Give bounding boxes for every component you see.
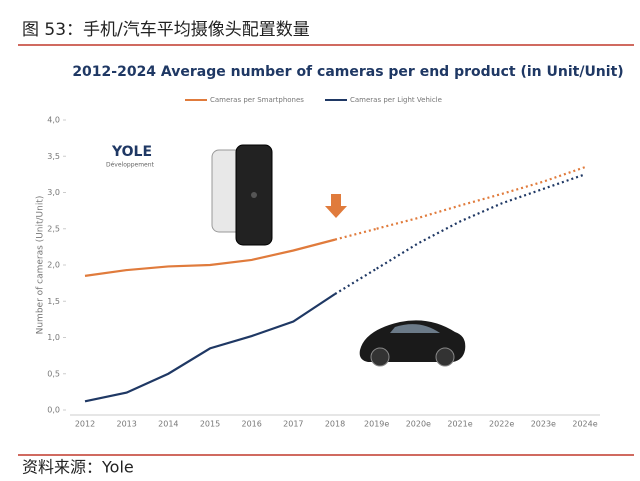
x-tick-label: 2017 <box>283 420 303 429</box>
y-tick-label: 3,0 <box>47 188 60 197</box>
x-tick-label: 2023e <box>531 420 556 429</box>
x-tick-label: 2016 <box>241 420 261 429</box>
arrow <box>325 194 347 218</box>
phone-image <box>211 144 273 246</box>
x-tick-label: 2019e <box>364 420 389 429</box>
x-tick-label: 2020e <box>406 420 431 429</box>
y-tick-label: 3,5 <box>47 152 60 161</box>
y-tick-label: 4,0 <box>47 116 60 125</box>
x-tick-label: 2024e <box>572 420 597 429</box>
x-tick-label: 2014 <box>158 420 178 429</box>
x-tick-label: 2022e <box>489 420 514 429</box>
y-tick-label: 2,5 <box>47 224 60 233</box>
x-tick-label: 2013 <box>116 420 136 429</box>
y-tick-label: 0,0 <box>47 406 60 415</box>
y-tick-label: 2,0 <box>47 261 60 270</box>
y-tick-label: 1,5 <box>47 297 60 306</box>
y-tick-label: 0,5 <box>47 369 60 378</box>
x-tick-label: 2021e <box>447 420 472 429</box>
figure-title: 图 53：手机/汽车平均摄像头配置数量 <box>22 20 310 40</box>
series-line <box>84 293 336 403</box>
x-tick-label: 2015 <box>200 420 220 429</box>
logo-sub: Développement <box>106 162 155 169</box>
y-tick-label: 1,0 <box>47 333 60 342</box>
logo-name: YOLE <box>111 144 152 160</box>
legend-label: Cameras per Smartphones <box>210 96 304 104</box>
x-tick-label: 2012 <box>75 420 95 429</box>
series-connector <box>334 227 377 241</box>
y-axis-label: Number of cameras (Unit/Unit) <box>36 196 46 335</box>
source: 资料来源：Yole <box>22 458 134 477</box>
series-line <box>84 238 336 277</box>
x-tick-label: 2018 <box>325 420 345 429</box>
series-connector <box>334 267 378 295</box>
chart-title: 2012-2024 Average number of cameras per … <box>72 64 623 80</box>
series-forecast-line <box>376 173 586 270</box>
series-forecast-line <box>376 166 586 230</box>
legend-label: Cameras per Light Vehicle <box>350 96 442 104</box>
car-image <box>359 320 466 367</box>
